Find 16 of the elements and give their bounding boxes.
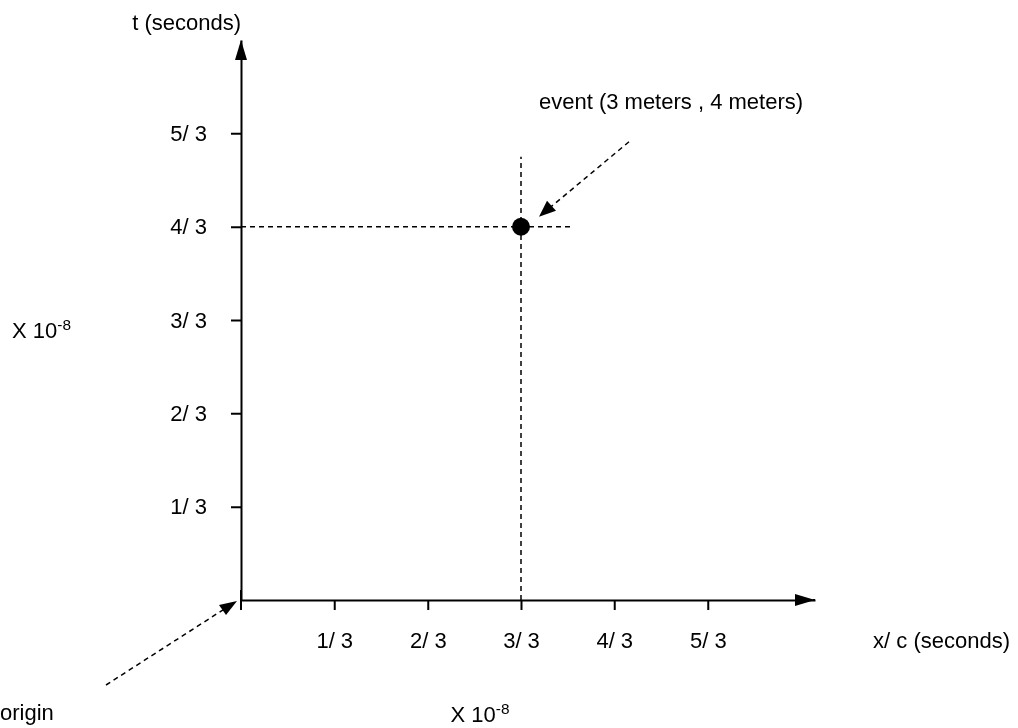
x-tick-label: 5/ 3 (689, 627, 727, 653)
text: X 10$^{-8}$ (450, 699, 510, 727)
y-tick-label: 5/ 3 (170, 120, 207, 146)
y-tick-label: 1/ 3 (170, 494, 207, 520)
text: origin (0, 700, 54, 725)
x-axis-title: x/ c (seconds) (873, 628, 1010, 653)
x-tick-label: 4/ 3 (596, 627, 634, 653)
y-axis-title: t (seconds) (132, 10, 241, 35)
y-tick-label: 2/ 3 (170, 400, 207, 426)
text: X 10$^{-8}$ (12, 315, 71, 343)
x-tick-label: 2/ 3 (409, 627, 447, 653)
x-tick-label: 3/ 3 (503, 627, 540, 653)
x-tick-label: 1/ 3 (316, 627, 354, 653)
annotation: event (3 meters , 4 meters) (538, 88, 804, 114)
y-tick-label: 3/ 3 (170, 307, 207, 333)
y-tick-label: 4/ 3 (170, 214, 207, 240)
